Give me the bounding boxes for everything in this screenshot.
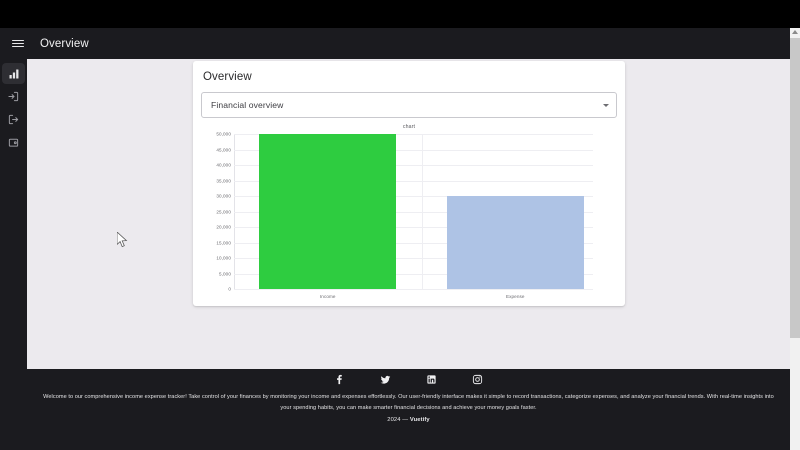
logout-icon (8, 114, 19, 125)
financial-overview-select[interactable]: Financial overview (201, 92, 617, 118)
wallet-icon (8, 137, 19, 148)
y-axis-tick-label: 30,000 (216, 193, 231, 199)
grid-line (234, 165, 593, 166)
grid-line (234, 134, 593, 135)
chart-title: chart (402, 124, 416, 130)
overview-card: Overview Financial overview chart 0 5,000… (193, 61, 625, 306)
brand-name: Vuetify (409, 417, 430, 423)
chevron-down-icon[interactable] (603, 103, 609, 107)
y-axis-tick-label: 15,000 (216, 240, 231, 245)
social-links (27, 369, 790, 387)
bar-expense[interactable] (446, 196, 584, 289)
grid-line (234, 258, 593, 259)
y-axis-tick-label: 0 (228, 286, 231, 292)
grid-line (234, 273, 593, 275)
y-axis-tick-label: 35,000 (216, 178, 231, 183)
page-title: Overview (40, 37, 89, 50)
vertical-scrollbar[interactable] (790, 28, 800, 450)
scrollbar-thumb[interactable] (790, 38, 800, 338)
linkedin-icon[interactable] (424, 371, 440, 387)
app-bar: Overview (0, 28, 790, 59)
hamburger-menu-icon[interactable] (4, 30, 32, 58)
footer: Welcome to our comprehensive income expe… (27, 369, 790, 450)
x-axis-tick-label: Income (319, 294, 336, 299)
footer-copyright: 2024 — Vuetify (27, 417, 790, 423)
y-axis-tick-label: 20,000 (216, 224, 231, 230)
sidebar-rail (0, 59, 27, 450)
sidebar-item-logout[interactable] (2, 109, 25, 130)
sidebar-item-login[interactable] (2, 86, 25, 107)
facebook-icon[interactable] (332, 371, 348, 387)
grid-line (234, 227, 593, 228)
grid-line (234, 196, 593, 197)
chart-plot-area[interactable]: 0 5,000 10,000 15,000 20,000 25,000 30,000 35,0… (216, 132, 593, 299)
grid-line (234, 149, 593, 151)
content-surface: Overview Financial overview chart 0 5,000… (27, 59, 790, 369)
sidebar-item-dashboard[interactable] (2, 63, 25, 84)
card-title: Overview (203, 71, 252, 83)
category-divider (421, 134, 423, 289)
select-value: Financial overview (211, 100, 284, 110)
footer-description: Welcome to our comprehensive income expe… (43, 394, 774, 411)
y-axis-tick-label: 40,000 (216, 162, 231, 168)
copyright-year: 2024 — (387, 417, 410, 423)
y-axis-tick-label: 25,000 (216, 209, 231, 214)
grid-line (234, 180, 593, 182)
grid-line (234, 211, 593, 213)
login-icon (8, 91, 19, 102)
y-axis-tick-label: 50,000 (216, 131, 231, 137)
grid-line (234, 289, 593, 290)
y-axis-tick-label: 5,000 (219, 271, 231, 276)
instagram-icon[interactable] (470, 371, 486, 387)
y-axis-tick-label: 45,000 (216, 147, 231, 152)
sidebar-item-transactions[interactable] (2, 132, 25, 153)
y-axis-tick-label: 10,000 (216, 255, 231, 261)
x-axis-tick-label: Expense (505, 294, 525, 299)
bar-chart-icon (8, 68, 20, 80)
grid-line (234, 242, 593, 244)
scroll-up-arrow-icon[interactable] (792, 30, 798, 34)
chart-container: chart 0 5,000 10,000 15,000 20,000 25,000 30,0… (201, 124, 617, 304)
twitter-icon[interactable] (378, 371, 394, 387)
bar-income[interactable] (259, 134, 397, 289)
